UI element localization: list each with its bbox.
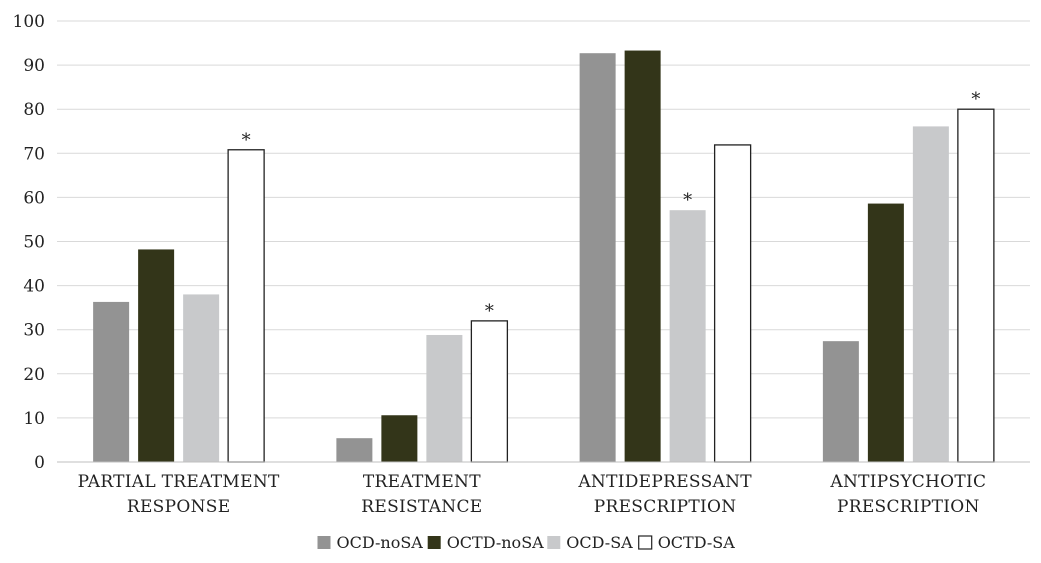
bar-octd-nosa <box>624 50 661 463</box>
legend-swatch <box>427 536 441 549</box>
legend-item-ocd-nosa: OCD-noSA <box>317 533 424 552</box>
bar-octd-sa <box>470 320 509 463</box>
y-tick-label: 10 <box>23 409 45 429</box>
x-category-label: RESPONSE <box>127 497 231 517</box>
bar-ocd-sa <box>183 294 220 462</box>
bar-ocd-sa <box>669 210 706 462</box>
y-tick-label: 70 <box>23 144 45 164</box>
y-tick-label: 40 <box>23 277 45 297</box>
y-tick-label: 90 <box>23 56 45 76</box>
x-axis: PARTIAL TREATMENT RESPONSE TREATMENT RESIST… <box>78 472 986 517</box>
x-category-label: PRESCRIPTION <box>594 497 737 517</box>
x-category-label: ANTIPSYCHOTIC <box>829 472 986 492</box>
significance-markers: * * * * <box>242 89 981 322</box>
legend-item-octd-nosa: OCTD-noSA <box>427 533 544 552</box>
legend-label: OCD-SA <box>566 533 633 552</box>
y-tick-label: 60 <box>23 188 45 208</box>
legend: OCD-noSA OCTD-noSA OCD-SA OCTD-SA <box>317 533 736 552</box>
bar-ocd-nosa <box>579 53 616 463</box>
bar-ocd-sa <box>426 334 463 462</box>
y-tick-label: 30 <box>23 321 45 341</box>
significance-star: * <box>683 190 692 211</box>
bar-octd-nosa <box>138 249 175 462</box>
x-category-label: RESISTANCE <box>361 497 482 517</box>
y-tick-label: 100 <box>13 12 45 32</box>
x-category-label: PRESCRIPTION <box>837 497 980 517</box>
significance-star: * <box>242 130 251 151</box>
bar-octd-sa <box>957 108 995 463</box>
bar-octd-nosa <box>867 203 904 462</box>
legend-swatch <box>317 536 331 549</box>
legend-item-octd-sa: OCTD-SA <box>638 533 736 552</box>
legend-label: OCD-noSA <box>337 533 424 552</box>
bar-ocd-sa <box>912 126 949 463</box>
gridlines <box>57 20 1030 419</box>
legend-label: OCTD-SA <box>658 533 736 552</box>
y-tick-label: 80 <box>23 100 45 120</box>
bar-ocd-nosa <box>93 301 130 462</box>
bar-octd-sa <box>227 149 265 463</box>
significance-star: * <box>971 89 980 110</box>
bar-ocd-nosa <box>822 341 859 462</box>
bar-ocd-nosa <box>336 438 373 462</box>
significance-star: * <box>485 301 494 322</box>
bar-octd-sa <box>713 144 752 463</box>
y-axis: 0 10 20 30 40 50 60 70 80 90 100 <box>13 12 45 473</box>
x-category-label: PARTIAL TREATMENT <box>78 472 280 492</box>
legend-item-ocd-sa: OCD-SA <box>547 533 633 552</box>
y-tick-label: 20 <box>23 365 45 385</box>
x-category-label: TREATMENT <box>363 472 481 492</box>
bar-octd-nosa <box>381 415 418 462</box>
legend-label: OCTD-noSA <box>447 533 544 552</box>
x-category-label: ANTIDEPRESSANT <box>577 472 752 492</box>
legend-swatch <box>547 536 561 549</box>
y-tick-label: 0 <box>34 453 45 473</box>
legend-swatch <box>638 535 653 550</box>
bars <box>93 50 995 463</box>
y-tick-label: 50 <box>23 233 45 253</box>
